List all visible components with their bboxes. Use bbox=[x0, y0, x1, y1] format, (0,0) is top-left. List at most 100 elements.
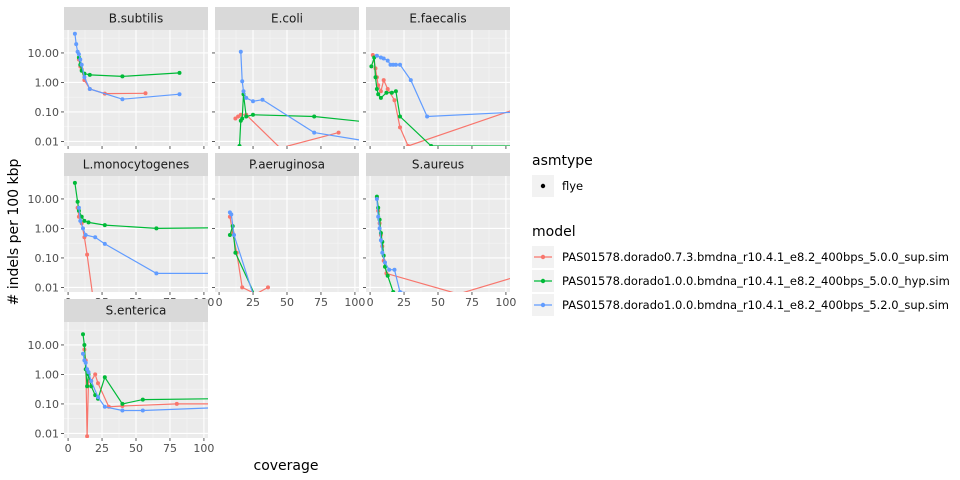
data-point bbox=[380, 250, 385, 255]
y-tick-label: 10.00 bbox=[28, 339, 60, 352]
data-point bbox=[381, 78, 386, 83]
data-point bbox=[74, 42, 79, 47]
x-tick-label: 75 bbox=[465, 296, 479, 309]
series-group bbox=[81, 332, 220, 438]
x-tick-label: 100 bbox=[193, 442, 214, 455]
x-tick-label: 100 bbox=[495, 296, 516, 309]
data-point bbox=[85, 434, 90, 438]
data-point bbox=[140, 397, 145, 402]
data-point bbox=[398, 62, 402, 67]
facet-strip-label: B.subtilis bbox=[109, 12, 163, 26]
y-tick-label: 0.01 bbox=[35, 427, 60, 440]
data-point bbox=[381, 56, 386, 61]
data-point bbox=[244, 114, 249, 119]
data-point bbox=[385, 87, 390, 91]
panel-e-faecalis: E.faecalis bbox=[363, 7, 535, 149]
data-point bbox=[383, 260, 387, 265]
series-group bbox=[72, 31, 182, 102]
data-point bbox=[81, 332, 85, 337]
data-point bbox=[260, 97, 265, 102]
data-point bbox=[456, 292, 460, 296]
legend-label-asmtype: flye bbox=[562, 179, 583, 193]
data-point bbox=[102, 375, 107, 380]
panel-b-subtilis: B.subtilis 0.01 0.10 1.00 10.00 bbox=[28, 7, 208, 149]
legend-title-model: model bbox=[532, 224, 576, 240]
data-point bbox=[312, 114, 317, 119]
data-point bbox=[391, 290, 396, 292]
data-point bbox=[78, 57, 83, 62]
data-point bbox=[81, 226, 85, 231]
data-point bbox=[85, 252, 90, 257]
y-tick-label: 0.10 bbox=[35, 398, 60, 411]
data-point bbox=[76, 52, 81, 57]
panel-s-aureus: S.aureus 0 25 50 75 100 bbox=[363, 153, 522, 309]
y-axis-title: # indels per 100 kbp bbox=[6, 158, 22, 305]
data-point bbox=[89, 379, 94, 383]
data-point bbox=[216, 406, 220, 410]
y-tick-label: 10.00 bbox=[28, 47, 60, 60]
data-point bbox=[186, 292, 190, 296]
legend-label-model: PAS01578.dorado1.0.0.bmdna_r10.4.1_e8.2_… bbox=[562, 298, 949, 312]
data-point bbox=[102, 404, 107, 409]
legend-label-model: PAS01578.dorado0.7.3.bmdna_r10.4.1_e8.2_… bbox=[562, 250, 949, 264]
data-point bbox=[83, 233, 88, 237]
data-point bbox=[237, 144, 242, 146]
data-point bbox=[120, 401, 125, 406]
data-point bbox=[378, 89, 383, 94]
data-point bbox=[72, 31, 77, 36]
x-tick-label: 25 bbox=[246, 296, 260, 309]
data-point bbox=[87, 87, 92, 91]
legend: asmtype flye model PAS01578.dorado0.7.3.bmd… bbox=[532, 153, 950, 316]
data-point bbox=[518, 110, 522, 114]
data-point bbox=[278, 146, 282, 150]
data-point bbox=[232, 233, 236, 237]
data-point bbox=[96, 395, 100, 400]
facet-strip bbox=[64, 299, 208, 322]
data-point bbox=[383, 264, 387, 269]
panel-p-aeruginosa: P.aeruginosa 0 25 50 75 100 bbox=[212, 153, 365, 309]
data-point bbox=[154, 271, 159, 276]
data-point bbox=[89, 384, 94, 389]
series-line bbox=[229, 216, 269, 292]
facet-strip bbox=[366, 153, 510, 176]
data-point bbox=[83, 360, 88, 365]
data-point bbox=[120, 97, 125, 102]
facet-strip bbox=[366, 7, 510, 30]
data-point bbox=[389, 90, 394, 95]
data-point bbox=[518, 274, 522, 278]
y-tick-label: 1.00 bbox=[35, 222, 60, 235]
legend-label-model: PAS01578.dorado1.0.0.bmdna_r10.4.1_e8.2_… bbox=[562, 274, 950, 288]
data-point bbox=[408, 78, 413, 83]
data-point bbox=[369, 64, 374, 69]
data-point bbox=[72, 180, 77, 185]
data-point bbox=[531, 101, 535, 105]
facet-strip-label: L.monocytogenes bbox=[83, 158, 189, 172]
data-point bbox=[406, 144, 411, 146]
data-point bbox=[385, 273, 390, 278]
data-point bbox=[240, 116, 245, 121]
data-point bbox=[120, 74, 125, 79]
data-point bbox=[229, 212, 234, 217]
series-line bbox=[370, 57, 510, 146]
data-point bbox=[143, 91, 148, 96]
facet-strip-label: E.coli bbox=[271, 12, 303, 26]
series-group bbox=[72, 180, 208, 296]
data-point bbox=[374, 53, 379, 58]
x-tick-label: 25 bbox=[95, 442, 109, 455]
y-axis-title-group: # indels per 100 kbp bbox=[6, 158, 22, 305]
data-point bbox=[425, 114, 430, 119]
data-point bbox=[177, 92, 182, 97]
data-point bbox=[378, 238, 383, 243]
series-group bbox=[227, 210, 270, 292]
data-point bbox=[374, 197, 379, 201]
x-axis-title: coverage bbox=[254, 458, 319, 474]
facet-strip-label: E.faecalis bbox=[409, 12, 466, 26]
facet-strip-label: P.aeruginosa bbox=[249, 158, 325, 172]
data-point bbox=[373, 75, 378, 80]
data-point bbox=[422, 292, 426, 296]
legend-key-point bbox=[540, 254, 546, 260]
facet-strip bbox=[64, 7, 208, 30]
data-point bbox=[78, 218, 83, 223]
x-tick-label: 100 bbox=[344, 296, 365, 309]
data-point bbox=[227, 233, 232, 237]
